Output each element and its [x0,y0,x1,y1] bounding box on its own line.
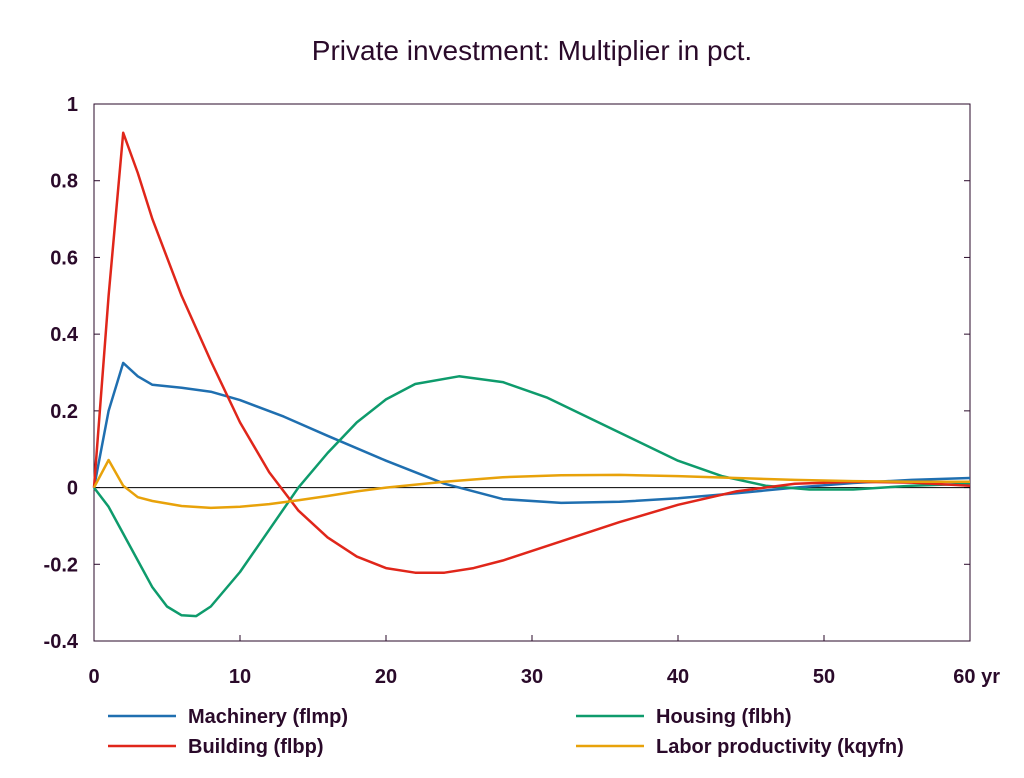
legend-label-0: Machinery (flmp) [188,706,348,728]
series-line-0 [92,361,971,505]
y-tick-label: 0 [67,478,78,500]
legend: Machinery (flmp) Housing (flbh) Building (… [108,706,904,758]
plot-frame [93,103,971,642]
y-tick-label: 1 [67,94,78,116]
x-tick-label: 60 yr [953,666,1000,688]
x-tick-label: 50 [813,666,835,688]
y-tick-label: 0.2 [50,401,78,423]
legend-label-3: Labor productivity (kqyfn) [656,736,904,758]
x-tick-label: 20 [375,666,397,688]
series-layer [92,131,971,618]
legend-label-1: Housing (flbh) [656,706,792,728]
y-tick-label: 0.6 [50,247,78,269]
axis-ticks: -0.4-0.200.20.40.60.810 10 20 30 40 50 60 yr [44,94,1001,688]
y-tick-label: -0.2 [44,554,78,576]
series-line-1 [93,375,971,618]
legend-label-2: Building (flbp) [188,736,324,758]
x-tick-label: 30 [521,666,543,688]
series-line-3 [92,458,970,510]
y-tick-label: 0.4 [50,324,79,346]
x-tick-label: 10 [229,666,251,688]
x-tick-label: 0 [88,666,99,688]
x-tick-label: 40 [667,666,689,688]
chart-title: Private investment: Multiplier in pct. [312,35,752,66]
y-tick-label: 0.8 [50,171,78,193]
y-tick-label: -0.4 [44,631,79,653]
series-line-2 [92,131,971,574]
